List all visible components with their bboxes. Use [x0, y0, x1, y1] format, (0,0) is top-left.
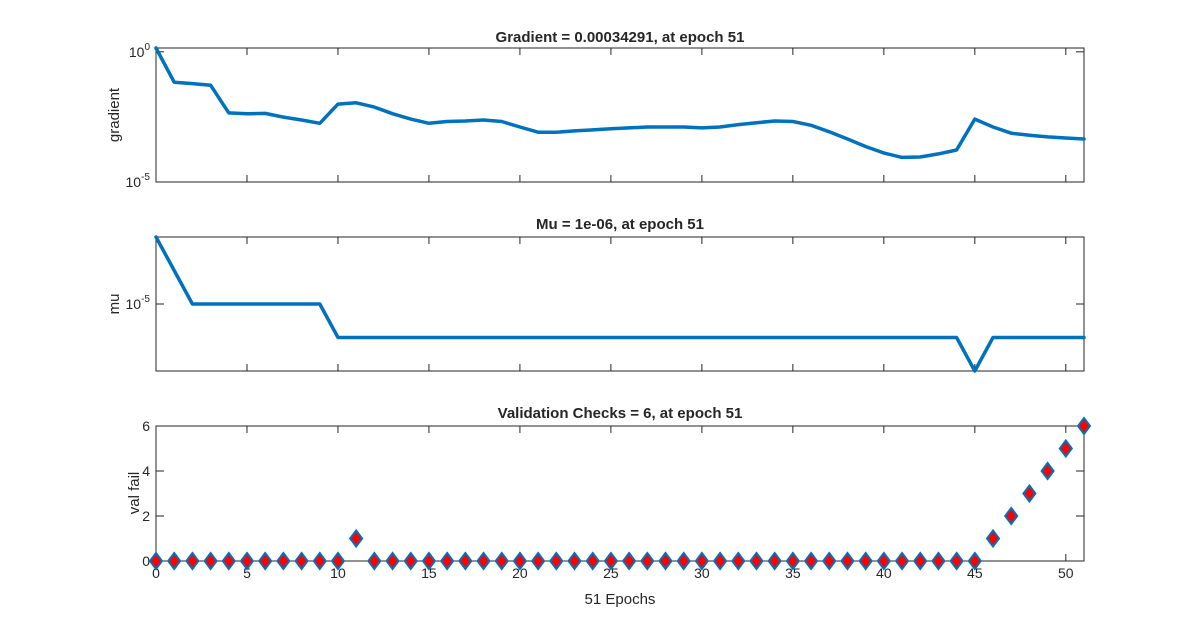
val-fail-marker — [148, 551, 164, 571]
val-fail-marker — [876, 551, 892, 571]
val-fail-marker — [585, 551, 600, 571]
val-fail-marker — [731, 551, 746, 571]
y-tick-exponent: -5 — [141, 172, 150, 183]
y-tick-label: 0 — [142, 553, 150, 569]
x-tick-label: 40 — [876, 565, 892, 581]
x-tick-label: 0 — [152, 565, 160, 581]
y-tick-base: 10 — [126, 174, 142, 190]
mu-panel: Mu = 1e-06, at epoch 51 mu 10-5 — [106, 216, 1086, 373]
val-fail-marker — [949, 551, 964, 571]
val-fail-marker — [367, 551, 382, 571]
val-fail-marker — [621, 551, 637, 571]
val-fail-marker — [1076, 416, 1092, 436]
val-fail-marker — [803, 551, 819, 571]
val-fail-marker — [912, 551, 928, 571]
gradient-line — [154, 46, 1086, 160]
val-fail-marker — [166, 551, 182, 571]
val-fail-title: Validation Checks = 6, at epoch 51 — [498, 405, 743, 422]
val-fail-marker — [658, 551, 673, 571]
y-tick-label: 2 — [142, 508, 150, 524]
val-fail-marker — [330, 551, 346, 571]
val-fail-marker — [221, 551, 237, 571]
val-fail-ylabel: val fail — [126, 472, 143, 515]
val-fail-marker — [494, 551, 509, 571]
y-tick-label: 10-5 — [126, 294, 151, 312]
val-fail-marker — [931, 551, 946, 571]
val-fail-marker — [694, 551, 710, 571]
val-fail-marker — [894, 551, 910, 571]
val-fail-marker — [858, 551, 873, 571]
val-fail-marker — [640, 551, 655, 571]
gradient-axes-frame — [155, 47, 1085, 183]
val-fail-marker — [203, 551, 218, 571]
x-tick-label: 20 — [512, 565, 528, 581]
val-fail-marker — [512, 551, 528, 571]
val-fail-marker — [530, 551, 546, 571]
val-fail-marker — [1058, 438, 1074, 459]
val-fail-markers — [148, 416, 1092, 571]
val-fail-marker — [185, 551, 200, 571]
val-fail-panel: Validation Checks = 6, at epoch 51 val f… — [126, 405, 1092, 608]
mu-ylabel: mu — [106, 294, 123, 315]
x-tick-label: 25 — [603, 565, 619, 581]
val-fail-marker — [458, 551, 473, 571]
val-fail-marker — [603, 551, 619, 571]
y-tick-exponent: 0 — [144, 42, 150, 53]
y-tick-base: 10 — [129, 44, 145, 60]
y-tick-label: 10-5 — [126, 172, 151, 190]
val-fail-marker — [1003, 506, 1019, 526]
gradient-ylabel: gradient — [106, 87, 123, 142]
val-fail-marker — [276, 551, 291, 571]
val-fail-marker — [822, 551, 837, 571]
val-fail-marker — [1040, 461, 1055, 481]
val-fail-marker — [312, 551, 328, 571]
y-tick-exponent: -5 — [141, 294, 150, 305]
y-tick-base: 10 — [126, 296, 142, 312]
val-fail-marker — [239, 551, 255, 571]
x-tick-label: 5 — [243, 565, 251, 581]
mu-line — [154, 235, 1086, 373]
y-tick-label: 100 — [129, 42, 151, 60]
y-tick-label: 6 — [142, 418, 150, 434]
x-tick-label: 35 — [785, 565, 801, 581]
val-fail-marker — [1022, 483, 1037, 504]
y-tick-label: 4 — [142, 463, 150, 479]
val-fail-marker — [840, 551, 855, 571]
val-fail-marker — [549, 551, 564, 571]
val-fail-marker — [385, 551, 400, 571]
val-fail-marker — [348, 528, 364, 549]
gradient-panel: Gradient = 0.00034291, at epoch 51 gradi… — [106, 29, 1086, 190]
val-fail-marker — [439, 551, 455, 571]
gradient-title: Gradient = 0.00034291, at epoch 51 — [496, 29, 745, 46]
val-fail-marker — [567, 551, 582, 571]
val-fail-marker — [785, 551, 801, 571]
val-fail-marker — [767, 551, 782, 571]
val-fail-marker — [257, 551, 273, 571]
val-fail-marker — [749, 551, 764, 571]
mu-ticks: 10-5 — [126, 237, 1084, 371]
x-tick-label: 45 — [967, 565, 983, 581]
val-fail-marker — [676, 551, 691, 571]
x-tick-label: 30 — [694, 565, 710, 581]
x-tick-label: 10 — [330, 565, 346, 581]
val-fail-marker — [421, 551, 437, 571]
mu-title: Mu = 1e-06, at epoch 51 — [536, 216, 704, 233]
val-fail-marker — [967, 551, 983, 571]
x-tick-label: 50 — [1058, 565, 1074, 581]
val-fail-marker — [294, 551, 309, 571]
val-fail-axes-frame — [155, 425, 1085, 562]
val-fail-marker — [476, 551, 491, 571]
x-axis-label: 51 Epochs — [585, 591, 656, 608]
val-fail-marker — [712, 551, 728, 571]
val-fail-marker — [403, 551, 418, 571]
val-fail-marker — [985, 528, 1001, 549]
x-tick-label: 15 — [421, 565, 437, 581]
